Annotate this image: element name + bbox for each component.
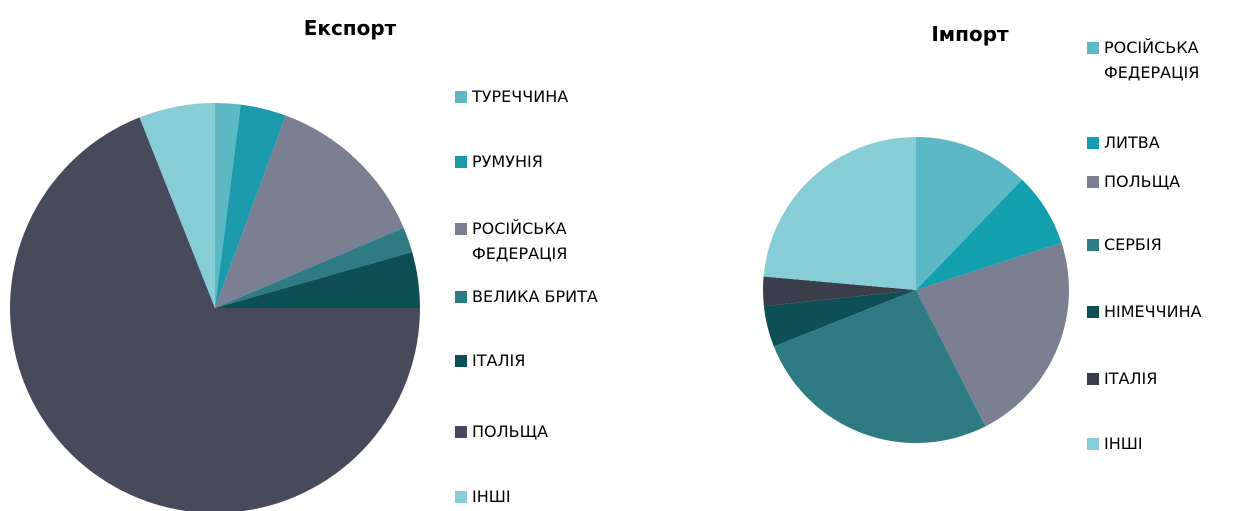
legend-item: РОСІЙСЬКА ФЕДЕРАЦІЯ	[455, 216, 605, 266]
legend-item: РОСІЙСЬКА ФЕДЕРАЦІЯ	[1087, 35, 1237, 85]
legend-item: ВЕЛИКА БРИТА	[455, 284, 605, 309]
legend-swatch	[455, 291, 467, 303]
legend-label: ІНШІ	[1104, 434, 1143, 453]
legend-swatch	[455, 223, 467, 235]
legend-label: СЕРБІЯ	[1104, 235, 1162, 254]
pie-slice	[773, 290, 986, 444]
pie-slice	[215, 227, 413, 308]
legend-label: РУМУНІЯ	[472, 152, 543, 171]
legend-swatch	[455, 91, 467, 103]
legend-label: ІНШІ	[472, 487, 511, 506]
legend-swatch	[1087, 438, 1099, 450]
legend-swatch	[455, 355, 467, 367]
pie-slice	[763, 290, 916, 347]
pie-slice	[139, 103, 215, 308]
legend-item: ЛИТВА	[1087, 130, 1237, 155]
pie-slice	[215, 252, 420, 308]
pie-slice	[916, 137, 1023, 290]
legend-item: РУМУНІЯ	[455, 149, 605, 174]
legend-item: НІМЕЧЧИНА	[1087, 299, 1237, 324]
legend-label: РОСІЙСЬКА ФЕДЕРАЦІЯ	[472, 219, 568, 263]
legend-swatch	[455, 156, 467, 168]
legend-item: ПОЛЬЩА	[1087, 169, 1237, 194]
legend-item: ІНШІ	[1087, 431, 1237, 456]
pie-slice	[916, 242, 1069, 427]
legend-item: ІТАЛІЯ	[455, 348, 605, 373]
legend-label: НІМЕЧЧИНА	[1104, 302, 1202, 321]
legend-label: ІТАЛІЯ	[472, 351, 526, 370]
legend-item: СЕРБІЯ	[1087, 232, 1237, 257]
legend-label: ЛИТВА	[1104, 133, 1160, 152]
chart-title: Імпорт	[931, 22, 1009, 46]
legend-item: ТУРЕЧЧИНА	[455, 84, 605, 109]
legend-label: ПОЛЬЩА	[472, 422, 549, 441]
legend-swatch	[455, 491, 467, 503]
legend-item: ПОЛЬЩА	[455, 419, 605, 444]
pie-slice	[215, 115, 404, 308]
legend-label: ТУРЕЧЧИНА	[472, 87, 569, 106]
legend-item: ІТАЛІЯ	[1087, 366, 1237, 391]
legend-swatch	[1087, 306, 1099, 318]
legend-item: ІНШІ	[455, 484, 605, 509]
legend-label: ПОЛЬЩА	[1104, 172, 1181, 191]
legend-swatch	[1087, 137, 1099, 149]
pie-slice	[763, 137, 916, 290]
pie-slice	[10, 117, 420, 511]
pie-slice	[215, 104, 286, 308]
legend-label: ІТАЛІЯ	[1104, 369, 1158, 388]
legend-swatch	[1087, 373, 1099, 385]
pie-slice	[916, 179, 1062, 290]
legend-swatch	[1087, 42, 1099, 54]
pie-slice	[763, 276, 916, 307]
chart-title: Експорт	[303, 16, 397, 40]
legend-swatch	[1087, 239, 1099, 251]
legend-label: РОСІЙСЬКА ФЕДЕРАЦІЯ	[1104, 38, 1200, 82]
legend-label: ВЕЛИКА БРИТА	[472, 287, 598, 306]
legend-swatch	[1087, 176, 1099, 188]
legend-swatch	[455, 426, 467, 438]
pie-slice	[215, 103, 241, 308]
